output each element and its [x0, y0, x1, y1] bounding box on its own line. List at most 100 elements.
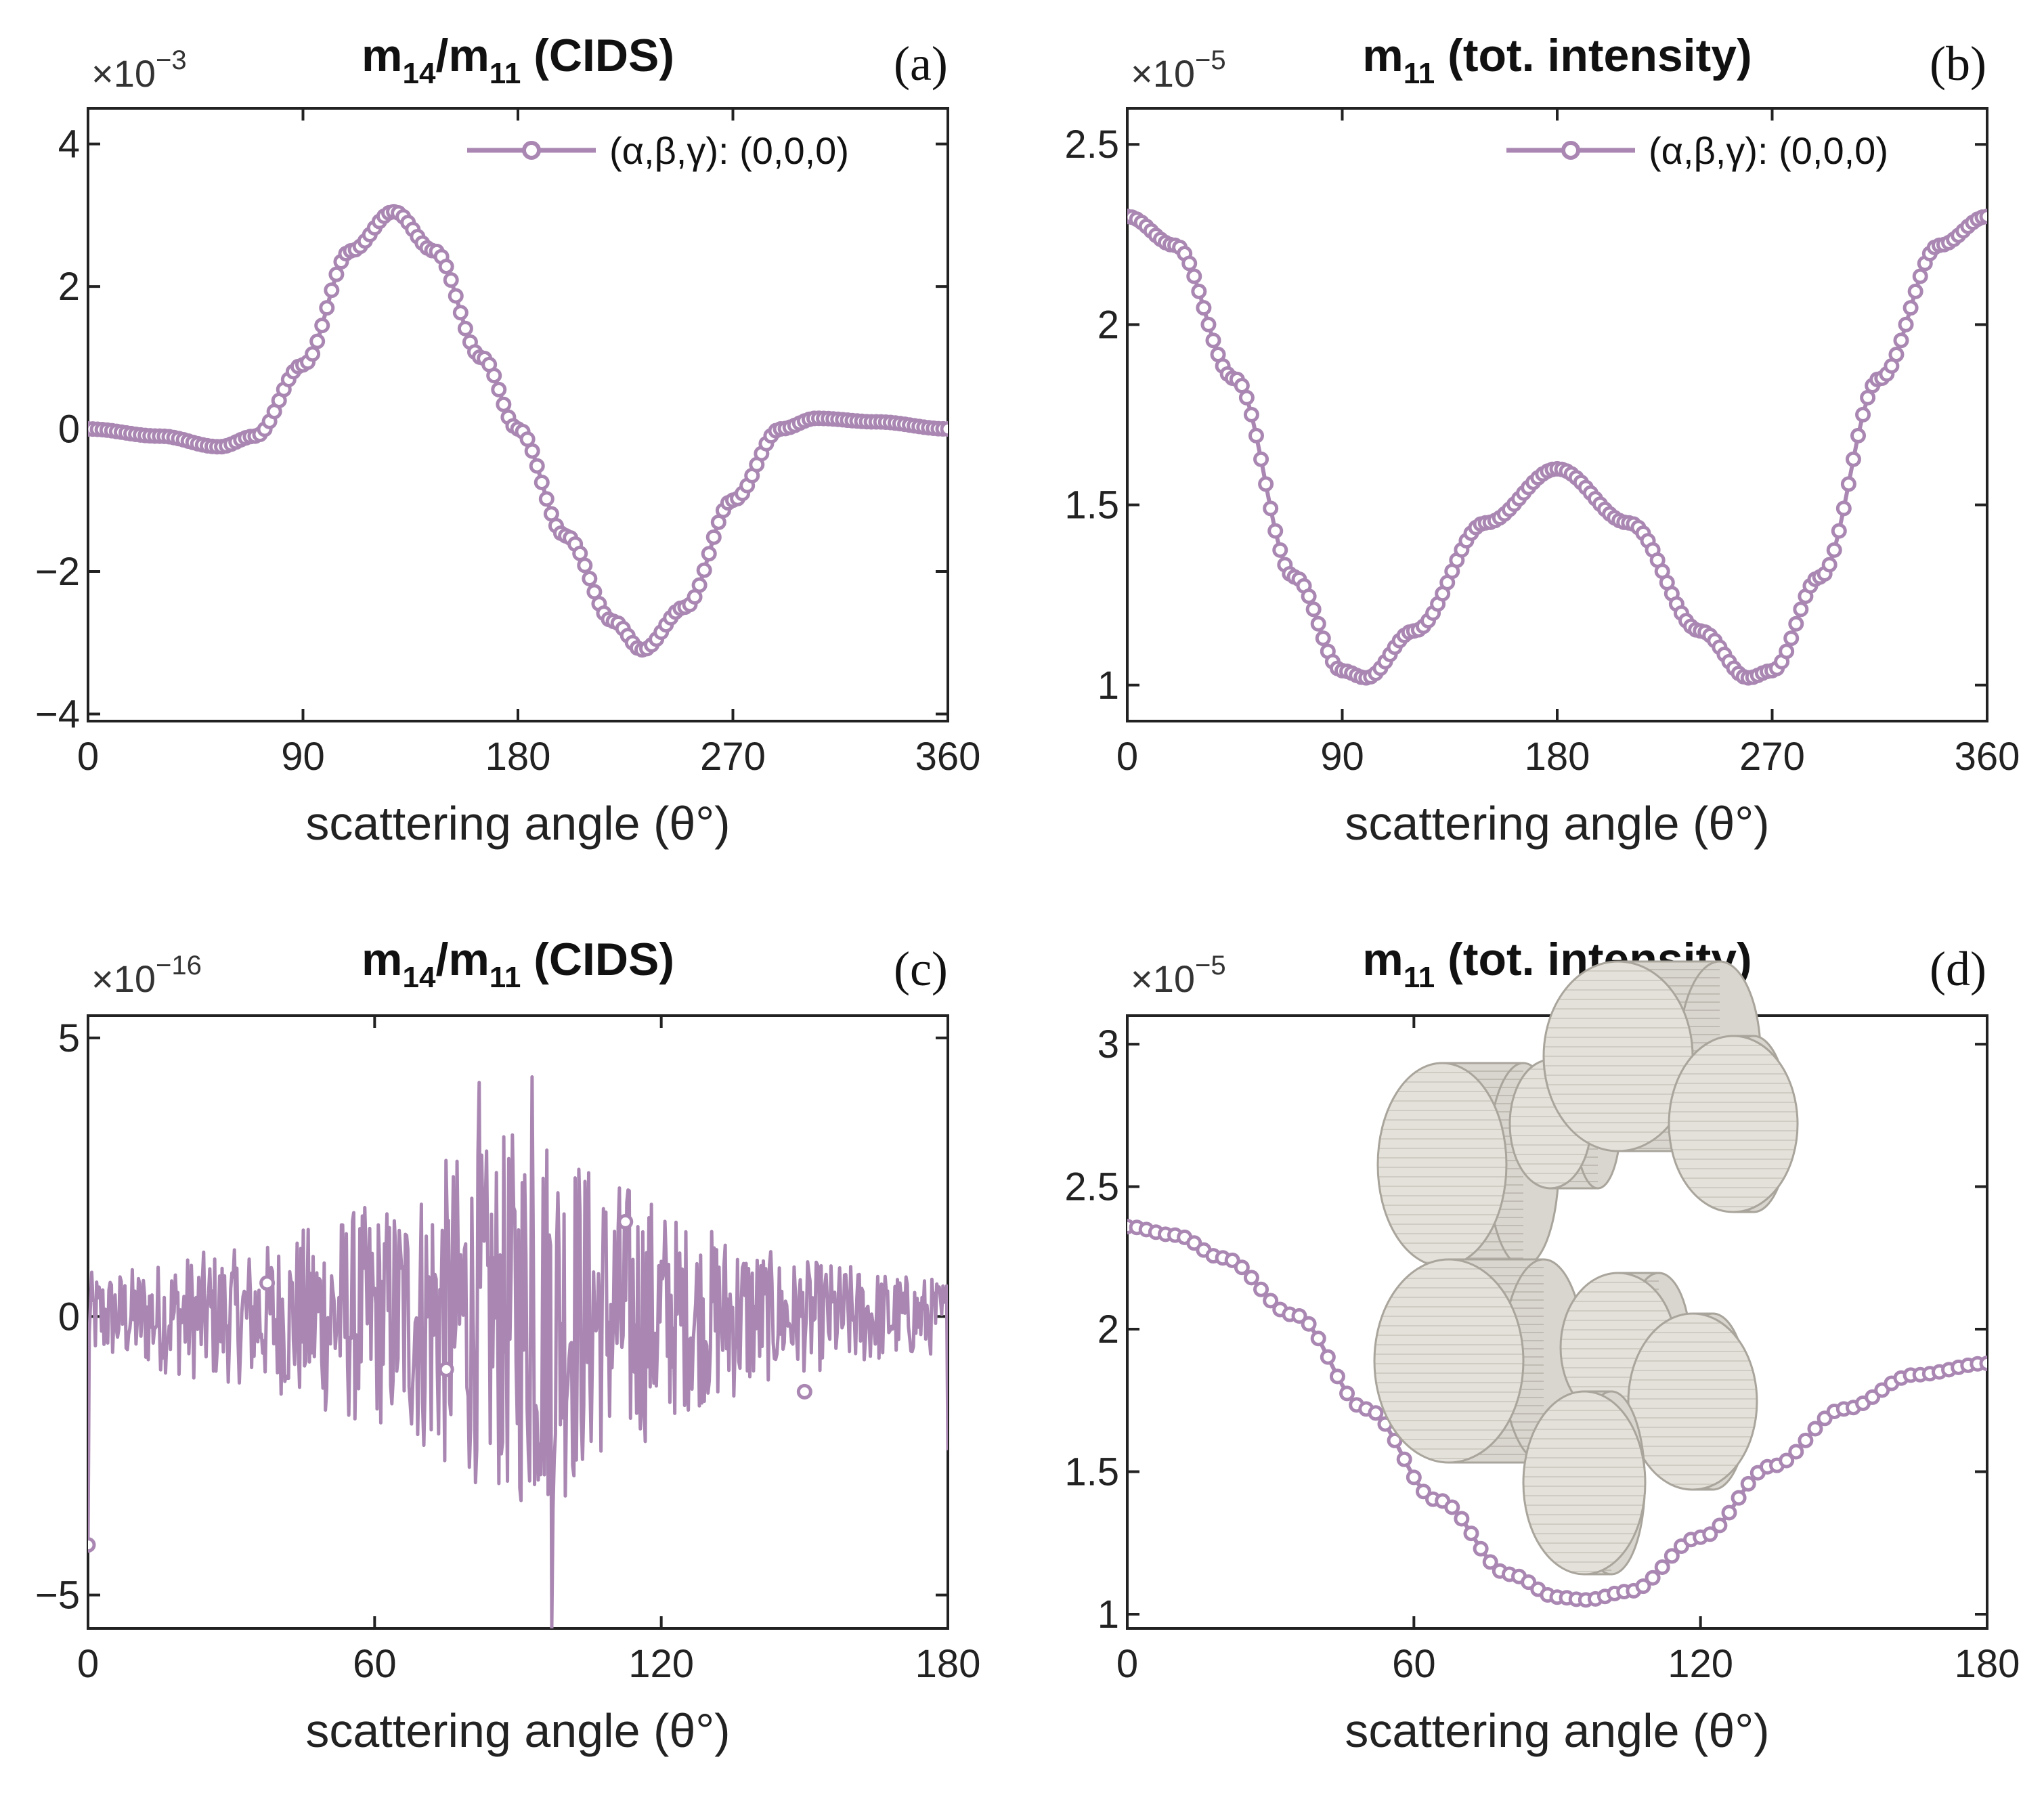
x-axis-label-d: scattering angle (θ°)	[1345, 1704, 1769, 1757]
data-point-b-149	[1831, 523, 1847, 539]
data-point-b-27	[1248, 427, 1264, 444]
x-tick-label-d-2: 120	[1668, 1642, 1733, 1686]
data-point-a-93	[524, 443, 540, 459]
y-tick-label-a-3: 2	[58, 265, 80, 309]
data-point-b-30	[1263, 500, 1279, 517]
data-point-d-64	[1731, 1490, 1747, 1506]
series-group-d	[1127, 1218, 1987, 1608]
data-point-b-40	[1310, 615, 1326, 632]
y-tick-label-a-2: 0	[58, 408, 80, 452]
data-point-a-77	[448, 288, 464, 304]
data-point-d-55	[1645, 1570, 1661, 1586]
title-c: m14/m11 (CIDS)	[362, 934, 674, 994]
panel-label-c: (c)	[894, 942, 948, 996]
data-point-a-78	[452, 305, 469, 321]
data-point-b-152	[1845, 451, 1861, 467]
data-point-a-49	[314, 318, 330, 334]
data-point-d-61	[1702, 1526, 1718, 1542]
data-point-d-13	[1243, 1270, 1259, 1286]
x-tick-label-d-0: 0	[1116, 1642, 1138, 1686]
data-point-c-2	[438, 1361, 454, 1377]
data-point-b-25	[1238, 389, 1255, 406]
data-point-b-151	[1840, 476, 1856, 492]
x-tick-label-b-3: 270	[1739, 735, 1805, 779]
x-tick-label-a-3: 270	[700, 735, 766, 779]
inset-cylinder-cluster	[1373, 960, 1799, 1576]
x-tick-label-b-4: 360	[1955, 735, 2020, 779]
data-point-b-17	[1200, 316, 1217, 332]
data-point-b-39	[1305, 601, 1322, 618]
data-point-b-28	[1253, 451, 1269, 467]
data-point-d-29	[1396, 1451, 1412, 1467]
data-point-a-76	[443, 272, 459, 288]
data-point-d-21	[1320, 1349, 1336, 1365]
x-axis-label-b: scattering angle (θ°)	[1345, 797, 1769, 850]
data-point-a-129	[696, 562, 712, 578]
data-point-a-50	[319, 300, 335, 316]
data-point-d-72	[1807, 1421, 1823, 1437]
data-point-a-86	[491, 381, 507, 397]
data-point-a-94	[529, 458, 545, 474]
data-point-a-130	[701, 546, 717, 562]
x-tick-label-d-3: 180	[1955, 1642, 2020, 1686]
data-point-d-69	[1779, 1452, 1795, 1469]
data-point-b-161	[1888, 347, 1905, 363]
x-tick-label-a-2: 180	[485, 735, 551, 779]
data-point-b-16	[1196, 300, 1212, 316]
y-tick-label-a-4: 4	[58, 123, 80, 167]
data-point-d-12	[1234, 1259, 1250, 1276]
data-point-d-71	[1798, 1432, 1814, 1448]
data-point-d-70	[1788, 1444, 1804, 1460]
inset-cylinder-3	[1668, 1035, 1799, 1213]
title-b: m11 (tot. intensity)	[1362, 30, 1752, 90]
data-point-b-153	[1850, 427, 1866, 444]
data-point-d-35	[1454, 1511, 1470, 1527]
data-point-a-128	[691, 577, 708, 593]
y-tick-label-c-2: 5	[58, 1016, 80, 1060]
x-tick-label-b-1: 90	[1320, 735, 1364, 779]
data-point-b-164	[1902, 300, 1919, 316]
data-point-b-13	[1181, 255, 1198, 272]
data-point-b-180	[1979, 209, 1987, 225]
data-point-b-26	[1243, 406, 1259, 423]
x-tick-label-c-0: 0	[77, 1642, 99, 1686]
data-point-a-95	[534, 474, 550, 490]
data-point-d-36	[1463, 1526, 1479, 1542]
data-point-c-4	[796, 1383, 812, 1400]
data-point-d-63	[1721, 1505, 1737, 1521]
data-point-d-34	[1444, 1499, 1460, 1515]
data-point-d-22	[1329, 1368, 1345, 1385]
data-point-d-14	[1253, 1281, 1269, 1297]
data-point-a-104	[577, 557, 593, 574]
data-point-a-48	[309, 333, 326, 349]
data-point-b-140	[1788, 615, 1804, 632]
y-tick-label-b-2: 2	[1097, 303, 1119, 347]
legend-b-label: (α,β,γ): (0,0,0)	[1649, 129, 1888, 172]
y-tick-label-a-1: −2	[35, 550, 80, 594]
x-tick-label-c-1: 60	[353, 1642, 397, 1686]
legend-b: (α,β,γ): (0,0,0)	[1506, 129, 1888, 172]
data-point-a-79	[457, 320, 473, 337]
data-point-c-1	[259, 1275, 276, 1291]
y-tick-label-a-0: −4	[35, 692, 80, 736]
y-tick-label-c-1: 0	[58, 1295, 80, 1339]
data-point-d-19	[1301, 1316, 1317, 1332]
x-tick-label-b-0: 0	[1116, 735, 1138, 779]
data-point-b-166	[1912, 268, 1928, 284]
data-point-a-52	[328, 266, 345, 282]
data-point-b-138	[1779, 643, 1795, 659]
data-point-c-3	[617, 1213, 634, 1230]
panel-a: 0 90 180 270 360 −4 −2 0 2 4 scattering angle (θ°)	[35, 107, 980, 850]
data-point-d-56	[1654, 1559, 1670, 1575]
data-point-d-20	[1310, 1331, 1326, 1347]
data-point-d-37	[1473, 1540, 1489, 1557]
series-line-c	[88, 1075, 948, 1628]
data-point-d-31	[1415, 1484, 1431, 1500]
panel-c: 0 60 120 180 −5 0 5 scattering angle (θ°)	[35, 1014, 980, 1757]
x-tick-label-a-1: 90	[281, 735, 325, 779]
data-point-d-65	[1740, 1475, 1756, 1492]
data-point-d-38	[1482, 1554, 1498, 1570]
inset-cylinder-6	[1627, 1312, 1758, 1491]
x-axis-label-a: scattering angle (θ°)	[305, 797, 730, 850]
